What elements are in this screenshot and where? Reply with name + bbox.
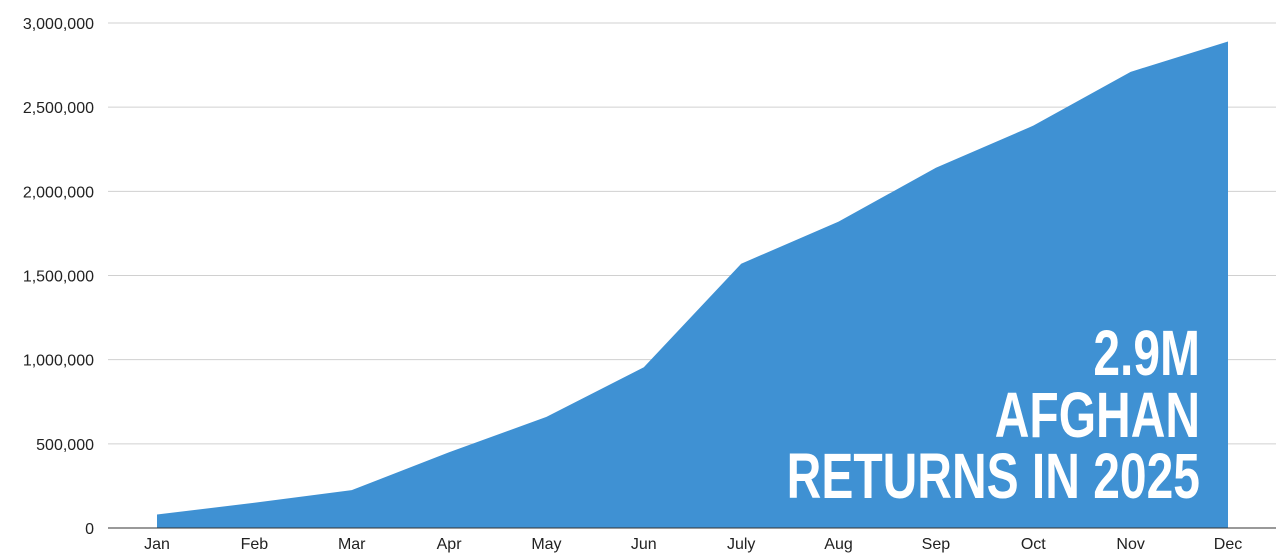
area [157, 41, 1228, 529]
annotation-line: AFGHAN [995, 379, 1200, 450]
y-tick-label: 1,500,000 [23, 269, 94, 286]
x-tick-label: Nov [1116, 536, 1144, 553]
x-tick-label: May [531, 536, 561, 553]
y-tick-label: 2,000,000 [23, 184, 94, 201]
x-tick-label: Jun [631, 536, 657, 553]
x-tick-label: Jan [144, 536, 170, 553]
y-tick-label: 0 [85, 521, 94, 538]
x-tick-label: Sep [922, 536, 951, 553]
annotation-line: 2.9M [1093, 317, 1200, 388]
x-tick-label: Apr [437, 536, 463, 553]
x-tick-label: Oct [1021, 536, 1046, 553]
x-tick-label: July [727, 536, 755, 553]
y-tick-label: 2,500,000 [23, 100, 94, 117]
x-tick-label: Feb [241, 536, 269, 553]
annotation-line: RETURNS IN 2025 [787, 440, 1200, 511]
y-tick-label: 1,000,000 [23, 353, 94, 370]
x-tick-label: Aug [824, 536, 852, 553]
y-tick-label: 3,000,000 [23, 16, 94, 33]
x-tick-label: Dec [1214, 536, 1242, 553]
x-tick-label: Mar [338, 536, 366, 553]
y-tick-label: 500,000 [36, 437, 94, 454]
